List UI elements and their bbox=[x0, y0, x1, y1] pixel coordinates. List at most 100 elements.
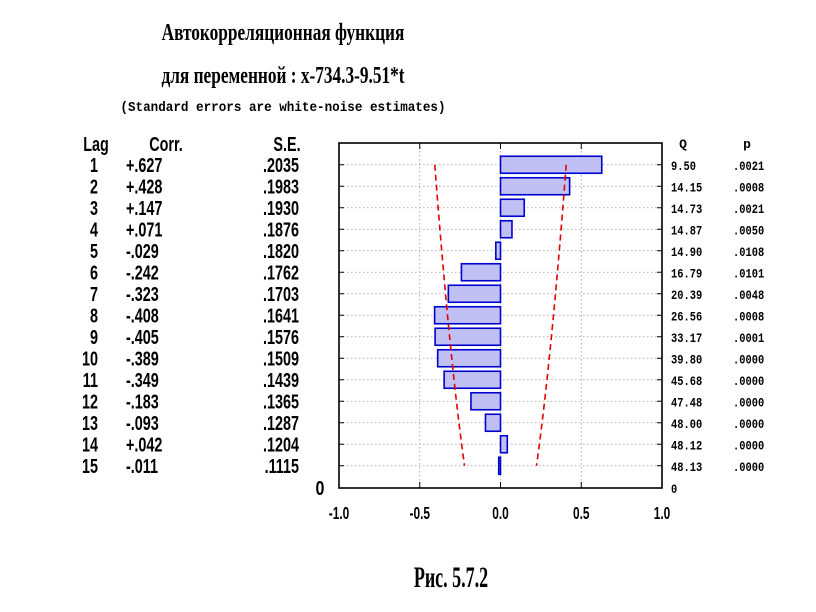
p-value: .0108 bbox=[733, 245, 764, 260]
p-header: p bbox=[743, 137, 751, 152]
correlation-bar bbox=[436, 348, 502, 368]
lag-value: 14 bbox=[82, 433, 98, 456]
p-value: .0000 bbox=[733, 460, 764, 475]
q-value: 45.68 bbox=[671, 374, 702, 389]
corr-value: -.183 bbox=[126, 390, 159, 413]
correlation-bars bbox=[433, 155, 603, 476]
p-value: .0000 bbox=[733, 438, 764, 453]
q-value: 39.80 bbox=[671, 352, 702, 367]
corr-value: -.242 bbox=[126, 261, 159, 284]
q-value: 48.12 bbox=[671, 438, 702, 453]
lag-value: 10 bbox=[82, 347, 98, 370]
corr-header: Corr. bbox=[149, 133, 183, 156]
correlation-bar bbox=[499, 155, 603, 175]
q-header: Q bbox=[679, 137, 687, 152]
corr-value: +.428 bbox=[126, 175, 163, 198]
corr-value: -.408 bbox=[126, 304, 159, 327]
x-tick-label: 1.0 bbox=[654, 504, 671, 524]
upper-confidence-line bbox=[535, 164, 568, 466]
se-value: .1641 bbox=[263, 304, 299, 327]
se-value: .1439 bbox=[263, 368, 299, 391]
p-value: .0001 bbox=[733, 331, 764, 346]
correlation-bar bbox=[495, 241, 502, 261]
correlation-bar bbox=[497, 456, 502, 476]
p-value: .0008 bbox=[733, 180, 764, 195]
p-value: .0101 bbox=[733, 266, 764, 281]
correlation-bar bbox=[447, 284, 502, 304]
p-value: .0000 bbox=[733, 417, 764, 432]
q-value: 26.56 bbox=[671, 309, 702, 324]
p-value: .0021 bbox=[733, 159, 764, 174]
corr-value: -.029 bbox=[126, 239, 159, 262]
axis-ticks bbox=[338, 143, 663, 488]
correlation-bar bbox=[499, 434, 509, 454]
q-value: 14.15 bbox=[671, 180, 702, 195]
se-value: .1576 bbox=[263, 325, 299, 348]
correlation-bar bbox=[484, 413, 502, 433]
p-value: .0021 bbox=[733, 202, 764, 217]
q-value: 14.73 bbox=[671, 202, 702, 217]
lag-header: Lag bbox=[83, 133, 109, 156]
x-tick-label: -0.5 bbox=[410, 504, 431, 524]
se-value: .1509 bbox=[263, 347, 299, 370]
se-value: .1115 bbox=[265, 454, 300, 477]
left-axis-zero-label: 0 bbox=[316, 477, 325, 499]
se-value: .1930 bbox=[263, 196, 299, 219]
q-value: 9.50 bbox=[671, 159, 696, 174]
se-value: .1204 bbox=[263, 433, 299, 456]
corr-value: +.627 bbox=[126, 153, 162, 176]
q-value: 14.90 bbox=[671, 245, 702, 260]
correlation-bar bbox=[433, 305, 502, 325]
lag-value: 8 bbox=[90, 304, 98, 327]
chart-subtitle: (Standard errors are white-noise estimat… bbox=[120, 100, 446, 116]
p-value: .0050 bbox=[733, 223, 764, 238]
x-tick-label: 0.0 bbox=[492, 504, 509, 524]
q-value: 16.79 bbox=[671, 266, 702, 281]
se-value: .2035 bbox=[263, 153, 299, 176]
p-value: .0008 bbox=[733, 309, 764, 324]
correlation-bar bbox=[460, 262, 502, 282]
q-value: 47.48 bbox=[671, 395, 702, 410]
p-value: .0000 bbox=[733, 352, 764, 367]
lag-value: 4 bbox=[90, 218, 98, 241]
se-value: .1287 bbox=[263, 411, 299, 434]
corr-value: +.071 bbox=[126, 218, 163, 241]
q-value: 20.39 bbox=[671, 288, 702, 303]
lag-value: 9 bbox=[90, 325, 98, 348]
lag-value: 13 bbox=[82, 411, 98, 434]
correlation-bar bbox=[499, 198, 526, 218]
lag-value: 2 bbox=[90, 175, 98, 198]
lower-confidence-line bbox=[433, 164, 466, 466]
correlation-bar bbox=[470, 391, 502, 411]
x-tick-label: -1.0 bbox=[329, 504, 349, 524]
corr-value: -.405 bbox=[126, 325, 159, 348]
corr-value: +.042 bbox=[126, 433, 162, 456]
q-value: 48.13 bbox=[671, 460, 702, 475]
lag-value: 5 bbox=[90, 239, 98, 262]
se-value: .1876 bbox=[263, 218, 299, 241]
lag-value: 3 bbox=[90, 196, 98, 219]
lag-value: 1 bbox=[90, 153, 98, 176]
figure-caption: Рис. 5.7.2 bbox=[413, 561, 489, 594]
corr-value: -.093 bbox=[126, 411, 159, 434]
corr-value: -.349 bbox=[126, 368, 159, 391]
correlation-bar bbox=[499, 219, 513, 239]
confidence-limits bbox=[433, 164, 568, 466]
lag-value: 6 bbox=[90, 261, 98, 284]
x-tick-label: 0.5 bbox=[573, 504, 590, 524]
q-value: 14.87 bbox=[671, 223, 702, 238]
se-value: .1703 bbox=[263, 282, 299, 305]
corr-value: +.147 bbox=[126, 196, 162, 219]
correlation-bar bbox=[499, 176, 571, 196]
chart-title: Автокорреляционная функция bbox=[161, 20, 405, 46]
corr-value: -.011 bbox=[126, 454, 158, 477]
chart-variable-label: для переменной : x-734.3-9.51*t bbox=[161, 63, 405, 89]
se-value: .1820 bbox=[263, 239, 299, 262]
corr-value: -.389 bbox=[126, 347, 159, 370]
corr-value: -.323 bbox=[126, 282, 159, 305]
q-value: 48.00 bbox=[671, 417, 702, 432]
lag-value: 7 bbox=[90, 282, 98, 305]
lag-value: 12 bbox=[82, 390, 98, 413]
